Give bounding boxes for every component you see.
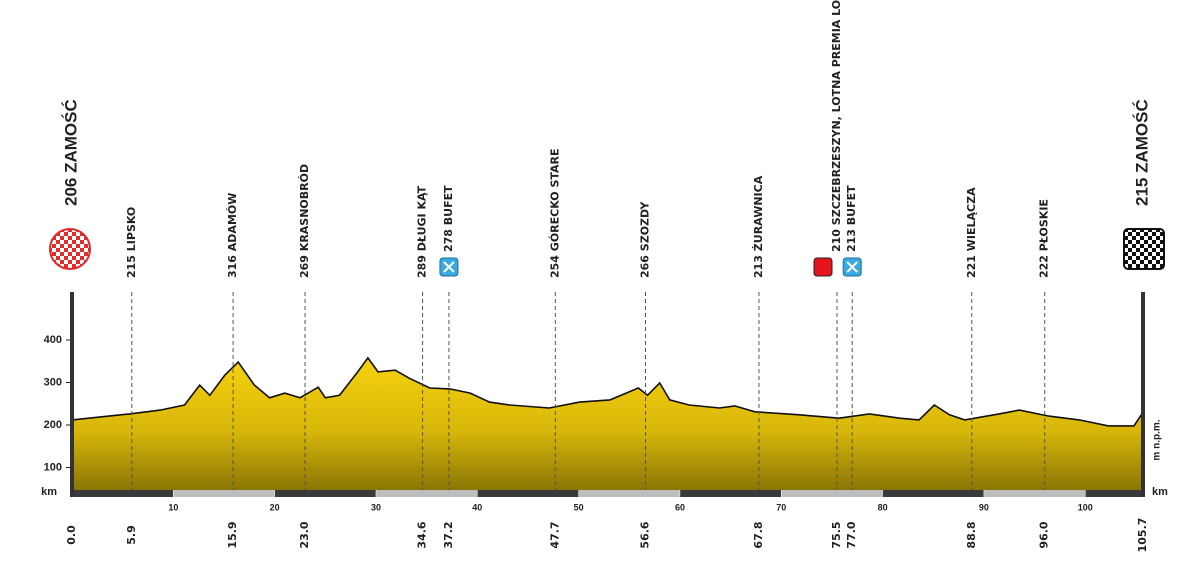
checkpoint-km: 15.9 <box>226 521 239 548</box>
km-bar-segment <box>578 490 680 497</box>
x-tick-label: 10 <box>168 502 178 512</box>
y-tick-label: 200 <box>44 419 62 431</box>
bufet-icon-cutlery <box>443 261 455 273</box>
x-unit-right: km <box>1152 486 1168 498</box>
checkpoint-km: 88.8 <box>965 521 978 548</box>
elevation-area <box>72 357 1143 490</box>
checkpoint-km: 77.0 <box>845 521 858 548</box>
checkpoint-km: 67.8 <box>752 521 765 548</box>
checkpoint-km: 47.7 <box>548 521 561 548</box>
start-icon <box>49 228 91 270</box>
checkpoint-km: 23.0 <box>298 521 311 548</box>
km-bar-segment <box>679 490 782 497</box>
km-bar-segment <box>477 490 579 497</box>
checkpoint-name: 213 ŻURAWNICA <box>751 175 765 278</box>
elevation-line <box>71 356 1144 427</box>
start-km-label: 0.0 <box>65 525 78 545</box>
start-name: 206 ZAMOŚĆ <box>61 99 80 206</box>
x-tick-label: 80 <box>878 502 888 512</box>
checkpoint-km: 56.6 <box>638 521 651 548</box>
y-tick-label: 100 <box>44 461 62 473</box>
km-bar-segment <box>983 490 1086 497</box>
x-tick-label: 90 <box>979 502 989 512</box>
km-bar-segment <box>882 490 984 497</box>
km-bar-segment <box>274 490 376 497</box>
x-tick-label: 100 <box>1078 502 1093 512</box>
finish-km-label: 105.7 <box>1136 518 1149 553</box>
km-bar-segment <box>173 490 275 497</box>
checkpoint-name: 266 SZOZDY <box>638 201 651 278</box>
x-tick-label: 30 <box>371 502 381 512</box>
x-tick-label: 50 <box>574 502 584 512</box>
km-bar-segment <box>375 490 478 497</box>
checkpoint-name: 222 PŁOSKIE <box>1038 199 1051 278</box>
checkpoint-name: 213 BUFET <box>845 185 858 252</box>
bufet-icon-cutlery <box>846 261 858 273</box>
km-bar-segment <box>781 490 883 497</box>
checkpoint-name: 269 KRASNOBRÓD <box>298 164 311 278</box>
x-tick-label: 40 <box>472 502 482 512</box>
checkpoint-km: 75.5 <box>830 521 843 548</box>
checkpoint-name: 316 ADAMÓW <box>226 193 239 278</box>
sprint-icon <box>813 257 833 277</box>
x-tick-label: 20 <box>270 502 280 512</box>
checkpoint-name: 221 WIELĄCZA <box>965 187 978 278</box>
checkpoint-name: 215 LIPSKO <box>125 207 138 278</box>
checkpoint-name: 210 SZCZEBRZESZYN, LOTNA PREMIA LOTTO <box>830 0 843 252</box>
y-tick-label: 400 <box>44 334 62 346</box>
checkpoint-km: 37.2 <box>442 521 455 548</box>
y-unit: m n.p.m. <box>1152 419 1163 460</box>
x-tick-label: 70 <box>776 502 786 512</box>
checkpoint-km: 34.6 <box>416 521 429 548</box>
checkpoint-name: 278 BUFET <box>442 185 455 252</box>
finish-icon <box>1123 228 1165 270</box>
y-tick-label: 300 <box>44 376 62 388</box>
x-tick-label: 60 <box>675 502 685 512</box>
checkpoint-name: 254 GÓRECKO STARE <box>548 148 561 278</box>
checkpoint-km: 5.9 <box>125 525 138 545</box>
km-bar-segment <box>1085 490 1143 497</box>
checkpoint-km: 96.0 <box>1038 521 1051 548</box>
checkpoint-name: 289 DŁUGI KĄT <box>416 185 429 278</box>
finish-name: 215 ZAMOŚĆ <box>1132 99 1151 206</box>
km-bar-segment <box>72 490 174 497</box>
x-unit-left: km <box>41 486 57 498</box>
